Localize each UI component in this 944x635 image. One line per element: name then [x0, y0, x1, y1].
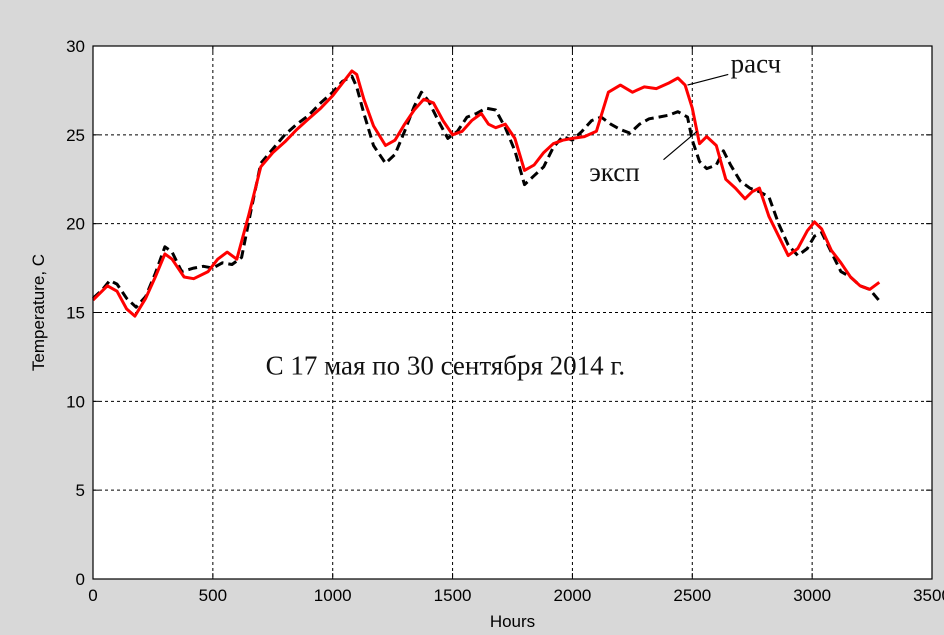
- x-tick-label: 0: [88, 586, 97, 605]
- y-tick-label: 10: [66, 392, 85, 411]
- y-tick-label: 5: [76, 481, 85, 500]
- series-lines: [91, 69, 883, 318]
- x-tick-label: 500: [199, 586, 227, 605]
- y-tick-label: 30: [66, 37, 85, 56]
- plot-area: [93, 46, 932, 579]
- y-tick-label: 0: [76, 570, 85, 589]
- exp-label-leader: [663, 130, 698, 161]
- y-tick-label: 15: [66, 304, 85, 323]
- calc-series-label: расч: [731, 49, 782, 79]
- exp-series-label: эксп: [589, 157, 639, 187]
- y-tick-label: 25: [66, 126, 85, 145]
- calc-series-line: [91, 69, 881, 318]
- y-tick-label: 20: [66, 215, 85, 234]
- x-tick-label: 3000: [793, 586, 831, 605]
- x-tick-label: 2500: [673, 586, 711, 605]
- grid-lines: [93, 46, 932, 579]
- x-tick-label: 1000: [314, 586, 352, 605]
- y-axis-label: Temperature, C: [29, 254, 48, 371]
- x-tick-label: 1500: [434, 586, 472, 605]
- date-range-annotation: С 17 мая по 30 сентября 2014 г.: [266, 351, 626, 381]
- calc-label-leader: [687, 73, 729, 86]
- x-tick-label: 2000: [554, 586, 592, 605]
- x-axis-label: Hours: [490, 612, 535, 631]
- exp-series-line: [91, 74, 883, 309]
